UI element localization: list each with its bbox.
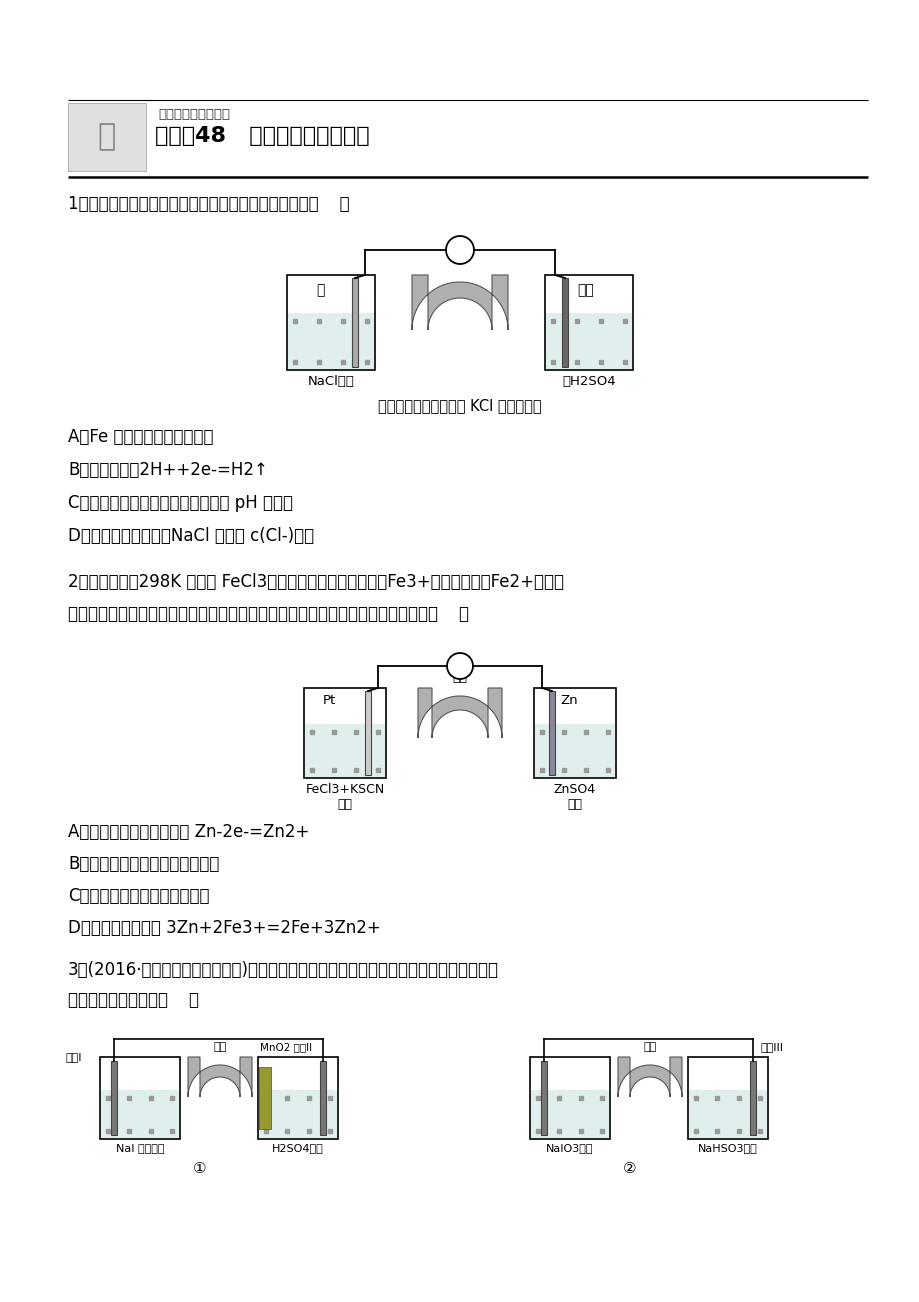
Polygon shape — [412, 275, 507, 329]
Circle shape — [446, 236, 473, 264]
Bar — [533, 687, 616, 779]
Text: D．工作一段时间后，NaCl 溶液中 c(Cl-)增大: D．工作一段时间后，NaCl 溶液中 c(Cl-)增大 — [68, 527, 313, 546]
Text: B．负极反应：2H++2e-=H2↑: B．负极反应：2H++2e-=H2↑ — [68, 461, 267, 479]
Bar — [545, 312, 631, 368]
Text: C．该电池铂电极上有气泡出现: C．该电池铂电极上有气泡出现 — [68, 887, 210, 905]
Text: （盐桥中装有含琼胺的 KCl 饱和溶液）: （盐桥中装有含琼胺的 KCl 饱和溶液） — [378, 398, 541, 413]
Polygon shape — [187, 1057, 252, 1098]
Polygon shape — [549, 691, 554, 775]
Polygon shape — [352, 279, 357, 367]
Polygon shape — [618, 1057, 681, 1098]
Text: B．左烧杯中溶液的红色逐渐褪去: B．左烧杯中溶液的红色逐渐褪去 — [68, 855, 219, 874]
Polygon shape — [365, 691, 370, 775]
Bar — [529, 1057, 609, 1139]
Text: ①: ① — [193, 1161, 207, 1176]
Text: 盐桥: 盐桥 — [213, 1042, 226, 1052]
Circle shape — [447, 654, 472, 680]
Text: NaI 酸性溶液: NaI 酸性溶液 — [116, 1143, 165, 1154]
Bar — [305, 724, 384, 777]
Text: 铁: 铁 — [316, 283, 324, 297]
Text: 微考点微题型提分练: 微考点微题型提分练 — [158, 108, 230, 121]
Text: 溶液: 溶液 — [567, 798, 582, 811]
Text: NaIO3溶液: NaIO3溶液 — [546, 1143, 593, 1154]
Text: NaCl溶液: NaCl溶液 — [307, 375, 354, 388]
Text: C．工作一段时间后，两烧杯中溶液 pH 均不变: C．工作一段时间后，两烧杯中溶液 pH 均不变 — [68, 493, 292, 512]
Text: A: A — [455, 660, 464, 673]
Text: NaHSO3溶液: NaHSO3溶液 — [698, 1143, 757, 1154]
Bar — [530, 1090, 608, 1138]
Polygon shape — [562, 279, 567, 367]
Text: 盐桥: 盐桥 — [642, 1042, 656, 1052]
Text: 石墨III: 石墨III — [760, 1042, 783, 1052]
Text: ②: ② — [622, 1161, 636, 1176]
Polygon shape — [417, 687, 502, 738]
Text: 1．某原电池装置如图所示。下列有关叙述中正确的是（    ）: 1．某原电池装置如图所示。下列有关叙述中正确的是（ ） — [68, 195, 349, 214]
Polygon shape — [320, 1061, 325, 1135]
Text: 石墨: 石墨 — [576, 283, 593, 297]
Bar — [287, 275, 375, 370]
Bar — [101, 1090, 179, 1138]
Bar — [100, 1057, 180, 1139]
Text: ZnSO4: ZnSO4 — [553, 783, 596, 796]
Polygon shape — [540, 1061, 547, 1135]
Text: 令营兴趣小组根据该实验事实设计了如图所示原电池装置。下列有关说法正确的是（    ）: 令营兴趣小组根据该实验事实设计了如图所示原电池装置。下列有关说法正确的是（ ） — [68, 605, 469, 622]
Bar — [257, 1057, 337, 1139]
Bar — [288, 312, 374, 368]
Text: 微考点48   原电池原理及其应用: 微考点48 原电池原理及其应用 — [154, 126, 369, 146]
Text: 石墨I: 石墨I — [65, 1052, 82, 1062]
Bar — [688, 1090, 766, 1138]
Text: H2SO4溶液: H2SO4溶液 — [272, 1143, 323, 1154]
Text: A: A — [455, 243, 464, 256]
Bar — [259, 1090, 336, 1138]
Text: 2．实验发现，298K 时，在 FeCl3酸性溶液中加少量锌粒后，Fe3+立即被还原成Fe2+。某夏: 2．实验发现，298K 时，在 FeCl3酸性溶液中加少量锌粒后，Fe3+立即被… — [68, 573, 563, 591]
Text: FeCl3+KSCN: FeCl3+KSCN — [305, 783, 384, 796]
Bar — [259, 1068, 271, 1129]
Text: D．该电池总反应为 3Zn+2Fe3+=2Fe+3Zn2+: D．该电池总反应为 3Zn+2Fe3+=2Fe+3Zn2+ — [68, 919, 380, 937]
Text: Pt: Pt — [323, 694, 335, 707]
Bar — [535, 724, 614, 777]
Text: 下列说法中正确的是（    ）: 下列说法中正确的是（ ） — [68, 991, 199, 1009]
Text: A．该原电池的正极反应是 Zn-2e-=Zn2+: A．该原电池的正极反应是 Zn-2e-=Zn2+ — [68, 823, 309, 841]
Polygon shape — [749, 1061, 755, 1135]
Text: 盐桥: 盐桥 — [452, 671, 467, 684]
Bar — [68, 103, 146, 171]
Text: 3．(2016·海口中学高三全真二模)下面是利用盐桥电池从某些含碘盐中提取碘的两个装置，: 3．(2016·海口中学高三全真二模)下面是利用盐桥电池从某些含碘盐中提取碘的两… — [68, 961, 498, 979]
Bar — [544, 275, 632, 370]
Polygon shape — [111, 1061, 117, 1135]
Text: A．Fe 作正极，发生氧化反应: A．Fe 作正极，发生氧化反应 — [68, 428, 213, 447]
Text: 稀H2SO4: 稀H2SO4 — [562, 375, 615, 388]
Text: MnO2 石墨II: MnO2 石墨II — [260, 1042, 312, 1052]
Bar — [687, 1057, 767, 1139]
Text: 溶液: 溶液 — [337, 798, 352, 811]
Text: Zn: Zn — [560, 694, 577, 707]
Text: 人: 人 — [97, 122, 116, 151]
Bar — [303, 687, 386, 779]
